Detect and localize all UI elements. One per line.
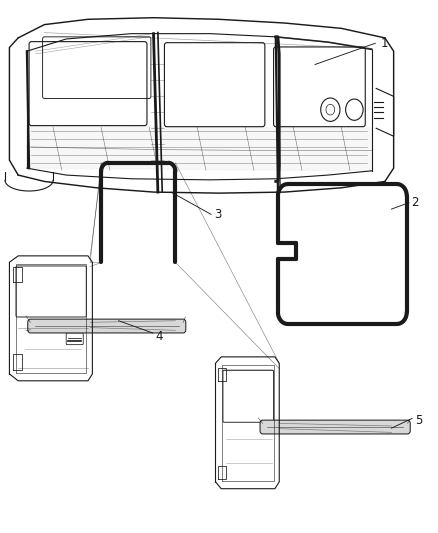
Text: 1: 1 — [381, 37, 388, 50]
FancyBboxPatch shape — [260, 420, 410, 434]
Text: 5: 5 — [416, 414, 423, 427]
FancyBboxPatch shape — [28, 319, 186, 333]
Text: 2: 2 — [411, 196, 419, 209]
Polygon shape — [27, 126, 372, 171]
Text: 3: 3 — [215, 208, 222, 221]
Text: 4: 4 — [155, 330, 163, 343]
